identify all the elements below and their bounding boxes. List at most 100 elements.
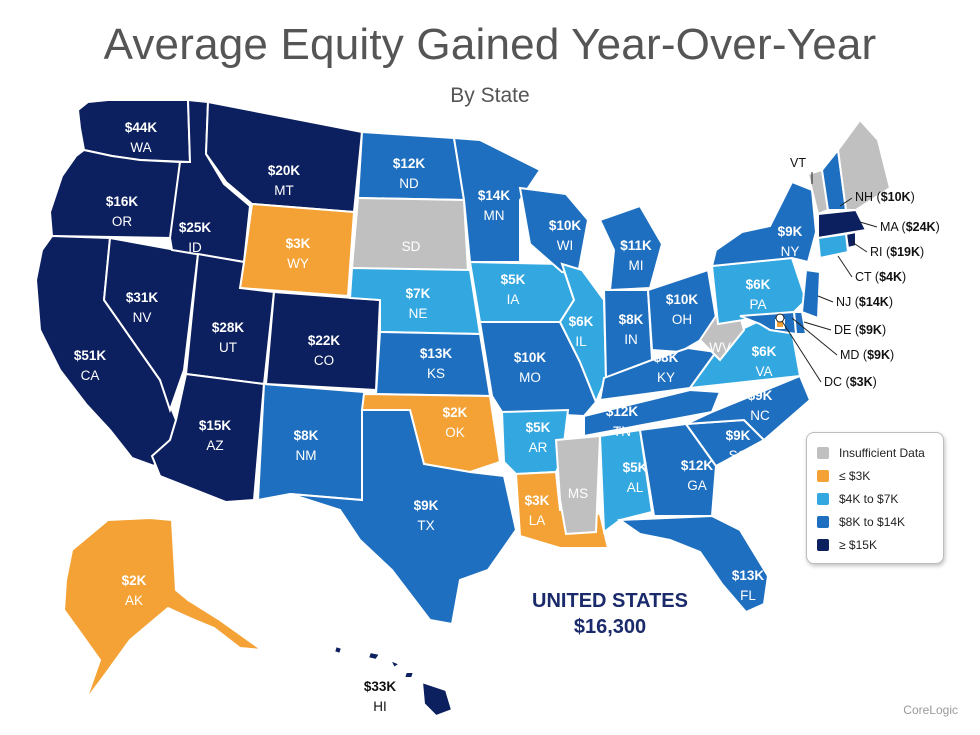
state-abbr-ny: NY [781, 244, 800, 259]
state-sd [350, 196, 470, 274]
state-abbr-tn: TN [613, 424, 631, 439]
state-ks [374, 330, 492, 398]
state-abbr-la: LA [529, 513, 546, 528]
callout-line-nj [817, 295, 834, 303]
state-value-pa: $6K [746, 277, 771, 292]
callout-label-vt: VT [790, 156, 806, 170]
state-value-tx: $9K [414, 498, 439, 513]
state-wy [238, 202, 356, 298]
state-value-al: $5K [623, 460, 648, 475]
state-value-ut: $28K [212, 320, 245, 335]
callout-line-ri [851, 241, 868, 253]
state-abbr-oh: OH [672, 312, 692, 327]
state-abbr-fl: FL [740, 588, 756, 603]
state-abbr-hi: HI [373, 699, 387, 714]
state-value-co: $22K [308, 333, 341, 348]
state-value-va: $6K [752, 344, 777, 359]
state-abbr-ok: OK [445, 425, 465, 440]
state-value-oh: $10K [666, 292, 699, 307]
state-value-ia: $5K [501, 272, 526, 287]
state-value-wy: $3K [286, 236, 311, 251]
state-ga [638, 422, 718, 517]
callout-label-ma: MA ($24K) [880, 220, 940, 234]
state-value-wa: $44K [125, 120, 158, 135]
state-abbr-ky: KY [657, 370, 675, 385]
state-abbr-nv: NV [133, 310, 152, 325]
state-abbr-nm: NM [296, 448, 317, 463]
state-value-ar: $5K [526, 420, 551, 435]
callout-line-nh [839, 197, 853, 207]
state-ia [468, 260, 576, 323]
legend-swatch-insufficient [817, 447, 829, 459]
state-value-ny: $9K [778, 224, 803, 239]
state-value-mn: $14K [478, 188, 511, 203]
state-value-mo: $10K [514, 350, 547, 365]
state-abbr-nc: NC [750, 408, 770, 423]
state-value-ne: $7K [406, 286, 431, 301]
state-abbr-or: OR [112, 214, 133, 229]
state-value-id: $25K [179, 220, 212, 235]
source-credit: CoreLogic [903, 703, 958, 717]
state-tx [289, 409, 518, 626]
state-value-mt: $20K [268, 163, 301, 178]
state-abbr-sd: SD [402, 239, 421, 254]
state-value-ky: $8K [654, 350, 679, 365]
callout-line-ct [837, 255, 853, 278]
state-value-nc: $9K [748, 388, 773, 403]
state-abbr-al: AL [627, 480, 644, 495]
state-abbr-mt: MT [274, 183, 294, 198]
state-value-nd: $12K [393, 156, 426, 171]
state-abbr-ca: CA [81, 368, 100, 383]
state-abbr-ne: NE [409, 306, 428, 321]
state-abbr-mn: MN [484, 208, 505, 223]
state-az [150, 372, 266, 504]
callout-line-md [791, 317, 838, 356]
state-value-tn: $12K [606, 404, 639, 419]
legend-item-ge15k: ≥ $15K [817, 537, 877, 553]
legend-item-le3k: ≤ $3K [817, 468, 870, 484]
legend-swatch-8to14k [817, 516, 829, 528]
state-mn [452, 136, 542, 263]
dc-marker [775, 313, 785, 323]
state-value-ak: $2K [122, 573, 147, 588]
state-value-il: $6K [569, 314, 594, 329]
state-ma [817, 208, 868, 240]
state-abbr-tx: TX [417, 518, 434, 533]
legend-item-insufficient: Insufficient Data [817, 445, 925, 461]
state-me [836, 118, 892, 211]
state-abbr-mi: MI [629, 258, 644, 273]
callout-label-dc: DC ($3K) [824, 375, 877, 389]
legend-label: $4K to $7K [839, 492, 899, 506]
state-abbr-ar: AR [529, 440, 548, 455]
map-title: Average Equity Gained Year-Over-Year [103, 20, 877, 69]
state-abbr-ak: AK [125, 593, 143, 608]
callout-label-ct: CT ($4K) [855, 270, 906, 284]
callout-label-nh: NH ($10K) [855, 190, 915, 204]
state-ct [816, 232, 850, 260]
state-value-ks: $13K [420, 346, 453, 361]
state-mi [598, 204, 664, 292]
state-abbr-il: IL [575, 334, 587, 349]
callout-line-de [803, 321, 832, 331]
state-abbr-wy: WY [287, 256, 309, 271]
state-abbr-wa: WA [130, 140, 151, 155]
state-tn [583, 388, 722, 438]
legend-item-4to7k: $4K to $7K [817, 491, 898, 507]
state-il [558, 262, 608, 405]
state-abbr-in: IN [624, 332, 638, 347]
state-value-nm: $8K [294, 428, 319, 443]
state-abbr-az: AZ [206, 438, 223, 453]
us-total-value: $16,300 [573, 616, 647, 638]
state-abbr-pa: PA [749, 297, 766, 312]
state-nj [800, 268, 822, 320]
state-or [48, 148, 182, 240]
callout-label-ri: RI ($19K) [870, 245, 924, 259]
state-value-ga: $12K [681, 458, 714, 473]
state-abbr-ga: GA [687, 478, 707, 493]
state-abbr-ms: MS [568, 486, 588, 501]
us-total: UNITED STATES $16,300 [510, 588, 710, 640]
state-abbr-ut: UT [219, 340, 237, 355]
legend: Insufficient Data ≤ $3K $4K to $7K $8K t… [806, 432, 944, 564]
state-abbr-va: VA [755, 364, 772, 379]
